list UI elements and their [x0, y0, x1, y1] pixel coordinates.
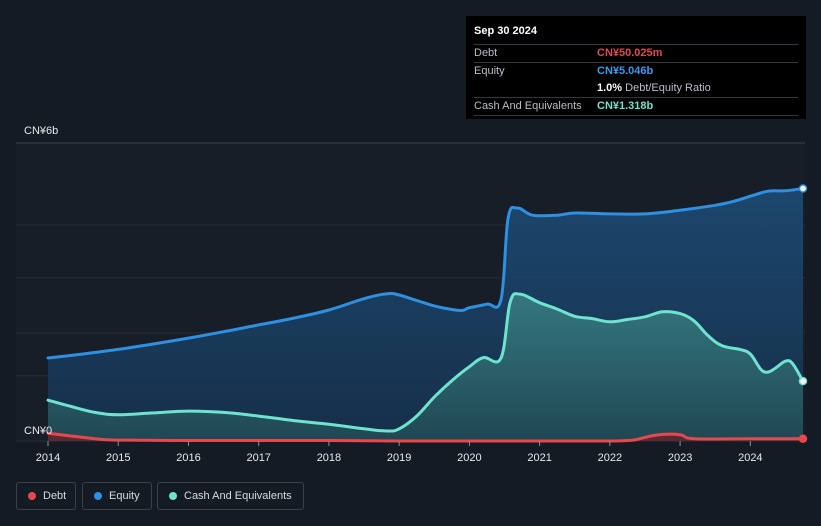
legend-item-cash[interactable]: Cash And Equivalents	[157, 482, 304, 510]
equity-line	[46, 187, 805, 360]
legend-equity-dot-icon	[94, 492, 102, 500]
tooltip-panel: Sep 30 2024 Debt CN¥50.025m Equity CN¥5.…	[466, 16, 806, 119]
tooltip-ratio-label: Debt/Equity Ratio	[625, 82, 711, 94]
x-tick-label: 2016	[176, 452, 200, 464]
x-tick-label: 2023	[668, 452, 692, 464]
tooltip-cash-value: CN¥1.318b	[597, 100, 654, 112]
cash-line	[46, 292, 805, 433]
tooltip-cash-label: Cash And Equivalents	[474, 100, 582, 112]
tooltip-debt-label: Debt	[474, 47, 498, 59]
debt-line	[46, 431, 805, 443]
x-tick-label: 2019	[387, 452, 411, 464]
cash-area	[48, 293, 803, 441]
equity-endpoint-marker	[798, 184, 808, 193]
x-tick-label: 2022	[598, 452, 622, 464]
legend-debt-label: Debt	[43, 490, 67, 502]
x-tick-label: 2021	[527, 452, 551, 464]
x-tick-label: 2014	[36, 452, 60, 464]
cash-endpoint-marker	[798, 376, 808, 386]
legend-item-equity[interactable]: Equity	[82, 482, 152, 510]
y-tick-label: CN¥0	[24, 425, 52, 437]
legend-cash-label: Cash And Equivalents	[184, 490, 292, 502]
tooltip-equity-label: Equity	[474, 65, 505, 77]
legend-debt-dot-icon	[28, 492, 36, 500]
legend-item-debt[interactable]: Debt	[16, 482, 76, 510]
legend-equity-label: Equity	[109, 490, 140, 502]
tooltip-ratio-value: 1.0%	[597, 82, 623, 94]
x-tick-label: 2020	[457, 452, 481, 464]
legend-cash-dot-icon	[169, 492, 177, 500]
tooltip-equity-value: CN¥5.046b	[597, 65, 654, 77]
debt-endpoint-marker	[798, 434, 808, 443]
x-tick-label: 2015	[106, 452, 130, 464]
x-tick-label: 2018	[317, 452, 341, 464]
tooltip-date: Sep 30 2024	[474, 25, 537, 37]
tooltip-debt-value: CN¥50.025m	[597, 47, 663, 59]
y-tick-label: CN¥6b	[24, 125, 58, 137]
tooltip-ratio: 1.0% Debt/Equity Ratio	[597, 80, 711, 97]
x-tick-label: 2017	[246, 452, 270, 464]
x-tick-label: 2024	[738, 452, 762, 464]
